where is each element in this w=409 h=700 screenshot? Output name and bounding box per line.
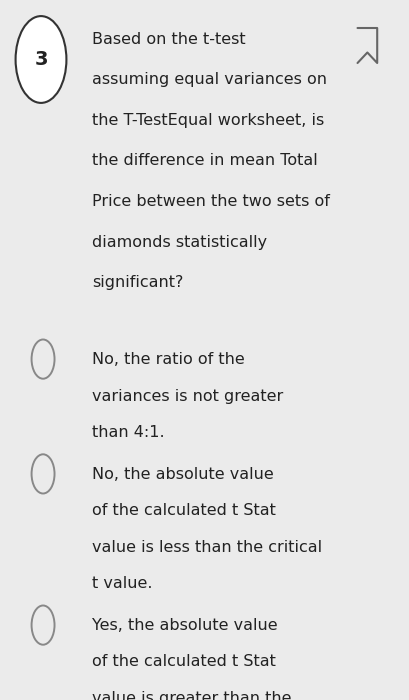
Text: No, the ratio of the: No, the ratio of the (92, 352, 245, 367)
Text: variances is not greater: variances is not greater (92, 389, 283, 403)
Text: t value.: t value. (92, 576, 153, 591)
Text: No, the absolute value: No, the absolute value (92, 467, 273, 482)
Text: of the calculated t Stat: of the calculated t Stat (92, 654, 275, 669)
Text: Yes, the absolute value: Yes, the absolute value (92, 618, 277, 633)
Text: value is greater than the: value is greater than the (92, 691, 291, 700)
Text: Price between the two sets of: Price between the two sets of (92, 194, 329, 209)
Text: the difference in mean Total: the difference in mean Total (92, 153, 317, 168)
Circle shape (16, 16, 66, 103)
Text: Based on the t-test: Based on the t-test (92, 32, 245, 46)
Text: diamonds statistically: diamonds statistically (92, 234, 267, 249)
Text: 3: 3 (34, 50, 47, 69)
Text: than 4:1.: than 4:1. (92, 425, 164, 440)
Text: of the calculated t Stat: of the calculated t Stat (92, 503, 275, 518)
Text: value is less than the critical: value is less than the critical (92, 540, 321, 554)
Text: assuming equal variances on: assuming equal variances on (92, 72, 326, 87)
Text: significant?: significant? (92, 275, 183, 290)
Text: the T-TestEqual worksheet, is: the T-TestEqual worksheet, is (92, 113, 324, 127)
